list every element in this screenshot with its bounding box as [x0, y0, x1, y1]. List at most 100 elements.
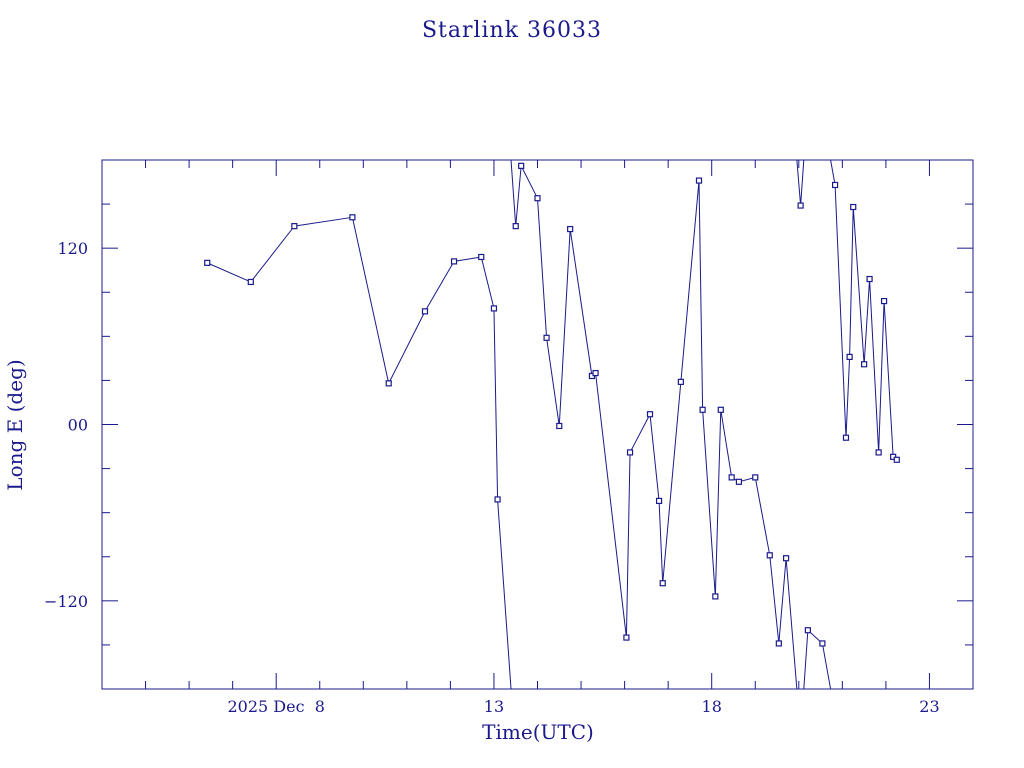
- series-segment: [769, 555, 780, 644]
- data-point: [699, 406, 706, 413]
- data-point: [494, 496, 501, 503]
- series-segment: [869, 278, 880, 453]
- series-segment: [796, 160, 802, 206]
- data-point: [247, 278, 254, 286]
- chart-title: Starlink 36033: [422, 18, 602, 43]
- data-point: [875, 449, 882, 456]
- series-segment: [294, 216, 353, 227]
- data-point: [861, 361, 868, 368]
- series-segment: [515, 165, 522, 227]
- data-point: [831, 181, 839, 189]
- series-segment: [849, 207, 854, 357]
- series-segment: [480, 256, 495, 309]
- data-point: [626, 449, 634, 456]
- series-segment: [720, 409, 733, 478]
- series-segment: [207, 262, 251, 283]
- data-point: [490, 305, 498, 312]
- data-point: [567, 225, 574, 233]
- series-segment: [497, 499, 512, 689]
- data-point: [204, 259, 211, 266]
- data-point: [850, 203, 857, 211]
- y-axis-label: Long E (deg): [3, 359, 27, 490]
- series-segment: [845, 356, 851, 438]
- data-point: [421, 308, 429, 315]
- data-point: [846, 353, 853, 361]
- x-axis-label: Time(UTC): [482, 720, 594, 744]
- series-segment: [658, 500, 664, 584]
- series-segment: [714, 409, 722, 597]
- series-segment: [883, 301, 894, 457]
- series-segment: [629, 413, 651, 453]
- series-segment: [453, 256, 482, 262]
- series-segment: [852, 206, 865, 365]
- series-segment: [863, 278, 871, 365]
- series-segment: [662, 381, 682, 584]
- series-segment: [569, 228, 593, 377]
- series-segment: [493, 308, 499, 500]
- data-point: [450, 258, 458, 265]
- series-segment: [388, 311, 426, 384]
- tick-labels: 120 00 −120 2025 Dec 8 13 18 23: [44, 239, 940, 716]
- data-point: [766, 552, 773, 559]
- data-point: [804, 627, 811, 634]
- series-segment: [834, 184, 847, 438]
- data-point: [677, 378, 684, 385]
- series-segment: [698, 180, 704, 410]
- axis-ticks: [101, 159, 974, 690]
- series-segment: [537, 198, 548, 338]
- data-point: [556, 422, 563, 430]
- series-segment: [558, 229, 571, 426]
- series-segment: [680, 180, 700, 382]
- data-point: [717, 406, 724, 413]
- data-point: [543, 334, 550, 341]
- data-point: [735, 478, 743, 485]
- data-point: [291, 223, 298, 230]
- data-point: [752, 474, 759, 481]
- data-point: [695, 177, 703, 184]
- series-segment: [878, 301, 885, 453]
- series-segment: [754, 477, 771, 556]
- data-point: [893, 456, 900, 463]
- series-segment: [803, 630, 809, 689]
- data-point: [880, 297, 888, 305]
- data-point: [797, 202, 804, 209]
- series-segment: [821, 643, 832, 689]
- data-point: [659, 580, 666, 587]
- x-tick-label: 18: [702, 697, 722, 716]
- data-point: [349, 214, 356, 221]
- plot-frame: [101, 159, 974, 690]
- data-point: [512, 223, 519, 230]
- series-segment: [830, 160, 836, 186]
- x-tick-label: 2025 Dec 8: [227, 697, 324, 716]
- data-point: [712, 593, 719, 600]
- data-point: [728, 474, 735, 481]
- data-point: [782, 555, 790, 562]
- series-segment: [785, 558, 798, 689]
- series-lines: [207, 160, 898, 689]
- x-tick-label: 13: [484, 697, 504, 716]
- data-point: [592, 369, 599, 377]
- x-tick-label: 23: [919, 697, 939, 716]
- data-point: [385, 380, 392, 387]
- data-point: [655, 497, 663, 505]
- series-segment: [546, 337, 560, 427]
- series-segment: [649, 414, 660, 501]
- data-point: [478, 253, 485, 261]
- series-segment: [625, 452, 631, 638]
- series-segment: [510, 160, 517, 227]
- data-point: [646, 411, 654, 418]
- series-segment: [351, 217, 390, 384]
- series-segment: [595, 373, 627, 638]
- series-segment: [778, 558, 787, 644]
- series-segment: [424, 261, 455, 312]
- data-point: [775, 640, 782, 647]
- y-tick-label: 120: [57, 239, 88, 258]
- series-segment: [702, 409, 716, 597]
- data-point: [623, 634, 630, 641]
- y-tick-label: 00: [68, 416, 88, 435]
- data-point: [819, 640, 826, 647]
- data-point: [842, 434, 850, 441]
- series-segment: [520, 165, 538, 199]
- data-point: [866, 275, 873, 283]
